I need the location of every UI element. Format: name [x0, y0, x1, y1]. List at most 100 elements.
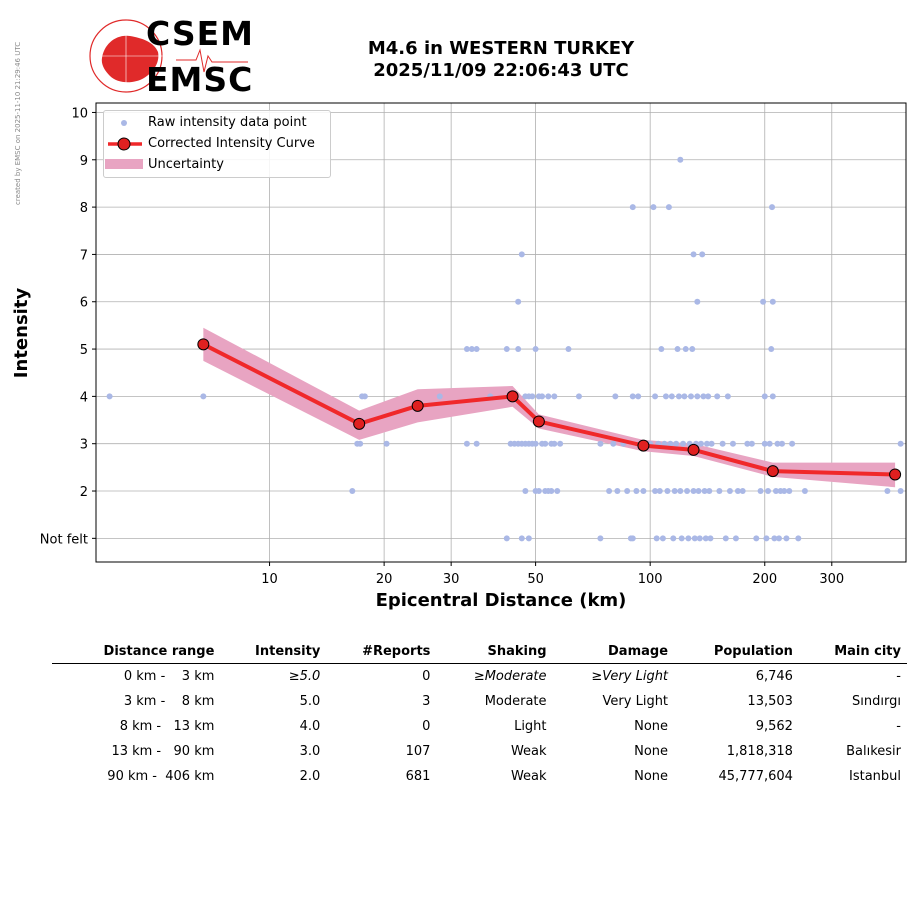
raw-intensity-point [781, 488, 788, 495]
cell-range: 8 km - 13 km [119, 719, 215, 734]
table-row: 8 km - 13 km 4.0 0 Light None 9,562 - [52, 714, 907, 739]
raw-intensity-point [765, 488, 772, 495]
raw-intensity-point [753, 535, 760, 542]
raw-intensity-point [769, 298, 776, 305]
raw-intensity-point [680, 440, 687, 447]
raw-intensity-point [703, 440, 710, 447]
raw-intensity-point [503, 535, 510, 542]
cell-reports: 3 [422, 694, 431, 709]
raw-intensity-point [729, 440, 736, 447]
raw-intensity-point [673, 440, 680, 447]
y-tick-label: 8 [80, 201, 88, 216]
curve-point-marker [687, 443, 700, 456]
curve-point-marker [889, 468, 902, 481]
raw-intensity-point [739, 488, 746, 495]
raw-intensity-point [701, 488, 708, 495]
cell-intensity: 3.0 [299, 744, 321, 759]
legend-curve-marker [117, 137, 131, 151]
raw-intensity-point [702, 535, 709, 542]
cell-range: 90 km - 406 km [107, 769, 215, 784]
raw-intensity-point [515, 298, 522, 305]
x-tick-label: 10 [261, 572, 278, 587]
curve-point-marker [197, 338, 210, 351]
chart-title-line2: 2025/11/09 22:06:43 UTC [373, 60, 629, 81]
raw-intensity-point [685, 535, 692, 542]
raw-intensity-point [748, 440, 755, 447]
raw-intensity-point [650, 204, 657, 211]
raw-intensity-point [525, 535, 532, 542]
raw-intensity-point [671, 488, 678, 495]
cell-population: 13,503 [747, 694, 793, 709]
x-tick-label: 200 [752, 572, 777, 587]
raw-intensity-point [515, 346, 522, 353]
intensity-summary-table: Distance range Intensity #Reports Shakin… [52, 640, 907, 789]
raw-intensity-point [357, 440, 364, 447]
raw-intensity-point [612, 393, 619, 400]
raw-intensity-point [699, 251, 706, 258]
raw-intensity-point [640, 488, 647, 495]
table-row: 3 km - 8 km 5.0 3 Moderate Very Light 13… [52, 689, 907, 714]
raw-intensity-point [610, 440, 617, 447]
raw-intensity-point [658, 346, 665, 353]
raw-intensity-point [690, 251, 697, 258]
raw-intensity-point [724, 393, 731, 400]
raw-intensity-point [763, 535, 770, 542]
raw-intensity-point [635, 393, 642, 400]
cell-intensity: 5.0 [299, 694, 321, 709]
raw-intensity-point [532, 440, 539, 447]
raw-intensity-point [776, 535, 783, 542]
cell-range: 13 km - 90 km [111, 744, 215, 759]
raw-intensity-point [668, 393, 675, 400]
curve-point-marker [532, 415, 545, 428]
cell-city: Istanbul [848, 769, 901, 784]
cell-population: 6,746 [755, 669, 793, 684]
raw-intensity-point [801, 488, 808, 495]
raw-intensity-point [706, 488, 713, 495]
raw-intensity-point [522, 488, 529, 495]
legend-raw-marker [121, 120, 127, 126]
y-tick-label: 5 [80, 343, 88, 358]
raw-intensity-point [349, 488, 356, 495]
cell-shaking: Weak [510, 744, 547, 759]
cell-shaking: Light [514, 719, 547, 734]
logo-line2: EMSC [146, 60, 254, 99]
raw-intensity-point [200, 393, 207, 400]
raw-intensity-point [503, 346, 510, 353]
raw-intensity-point [361, 393, 368, 400]
cell-intensity: 2.0 [299, 769, 321, 784]
y-tick-label: 4 [80, 390, 88, 405]
raw-intensity-point [678, 535, 685, 542]
raw-intensity-point [732, 535, 739, 542]
raw-intensity-point [597, 440, 604, 447]
csem-emsc-logo [89, 19, 248, 93]
raw-intensity-point [694, 393, 701, 400]
raw-intensity-point [708, 440, 715, 447]
raw-intensity-point [761, 393, 768, 400]
raw-intensity-point [771, 535, 778, 542]
cell-shaking: Moderate [484, 694, 547, 709]
chart-legend: Raw intensity data point Corrected Inten… [103, 110, 331, 178]
raw-intensity-point [722, 535, 729, 542]
legend-raw-label: Raw intensity data point [148, 115, 307, 130]
raw-intensity-point [629, 393, 636, 400]
curve-point-marker [766, 465, 779, 478]
raw-intensity-point [529, 393, 536, 400]
raw-intensity-point [606, 488, 613, 495]
raw-intensity-point [614, 488, 621, 495]
y-tick-label: 6 [80, 296, 88, 311]
raw-intensity-point [714, 393, 721, 400]
cell-intensity: 4.0 [299, 719, 321, 734]
raw-intensity-point [700, 393, 707, 400]
raw-intensity-point [629, 204, 636, 211]
raw-intensity-point [769, 204, 776, 211]
legend-uncertainty-label: Uncertainty [148, 157, 224, 172]
raw-intensity-point [662, 393, 669, 400]
raw-intensity-point [652, 393, 659, 400]
y-tick-label: 9 [80, 154, 88, 169]
cell-intensity: ≥5.0 [288, 669, 321, 684]
raw-intensity-point [575, 393, 582, 400]
raw-intensity-point [383, 440, 390, 447]
raw-intensity-point [783, 535, 790, 542]
raw-intensity-point [551, 393, 558, 400]
curve-point-marker [506, 390, 519, 403]
